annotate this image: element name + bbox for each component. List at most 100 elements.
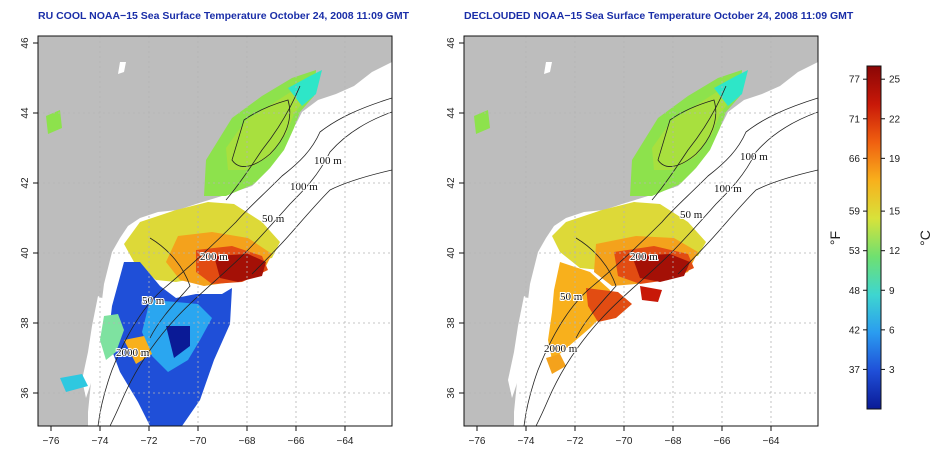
contour-50m: [225, 85, 301, 201]
fahrenheit-tick-label: 42: [849, 325, 861, 336]
label-50m: 50 m: [262, 213, 285, 225]
right-map-title: DECLOUDED NOAA−15 Sea Surface Temperatur…: [464, 10, 854, 22]
contour-2000m: [535, 111, 818, 426]
contour-shelf: [575, 237, 617, 339]
y-tick-label: 40: [446, 247, 457, 259]
fahrenheit-tick-label: 77: [849, 75, 861, 86]
label-50m-b: 50 m: [560, 291, 583, 303]
sst-cool-patch: [714, 70, 748, 106]
fahrenheit-tick-label: 37: [849, 365, 861, 376]
graticule: [38, 36, 392, 426]
colorbar: 77 71 66 59 53 48 42 37 25 22 19 15 12 9 6 3 °F °C: [827, 65, 933, 410]
fahrenheit-tick-label: 71: [849, 114, 861, 125]
sst-lake-patch: [474, 110, 490, 134]
x-tick-label: −70: [616, 436, 633, 447]
contour-shelf: [149, 237, 191, 339]
contour-deep: [251, 169, 392, 275]
label-100m-a: 100 m: [740, 151, 768, 163]
sst-hot-spot: [640, 286, 662, 302]
sst-cloud-cold: [166, 326, 190, 358]
x-tick-label: −64: [763, 436, 780, 447]
x-tick-label: −72: [141, 436, 158, 447]
sst-field: [46, 70, 322, 426]
sst-gulf-stream-core: [632, 254, 690, 282]
celsius-tick-label: 3: [889, 365, 895, 376]
celsius-ticks: 25 22 19 15 12 9 6 3: [881, 75, 901, 376]
y-tick-label: 46: [446, 37, 457, 49]
lake: [544, 62, 552, 74]
sst-warm-eddy: [586, 288, 632, 322]
right-y-tick-labels: 36 38 40 42 44 46: [446, 37, 457, 399]
fahrenheit-tick-label: 48: [849, 286, 861, 297]
land-mass: [464, 36, 818, 426]
x-tick-label: −72: [567, 436, 584, 447]
celsius-tick-label: 19: [889, 154, 901, 165]
sst-southern-shelf: [548, 262, 610, 360]
graticule: [464, 36, 818, 426]
contour-200m: [523, 97, 818, 426]
contour-2000m: [109, 111, 392, 426]
celsius-tick-label: 22: [889, 114, 901, 125]
sst-coastal-patch: [60, 374, 88, 392]
left-axis-ticks: [33, 42, 346, 431]
celsius-tick-label: 25: [889, 75, 901, 86]
contour-50m: [651, 85, 727, 201]
fahrenheit-tick-label: 59: [849, 207, 861, 218]
y-tick-label: 38: [20, 317, 31, 329]
label-100m-b: 100 m: [290, 181, 318, 193]
colorbar-scale: [866, 65, 882, 410]
sst-gulf-stream-core: [214, 254, 266, 282]
celsius-tick-label: 6: [889, 325, 895, 336]
bathymetry-contours: [97, 85, 392, 426]
fahrenheit-tick-label: 66: [849, 154, 861, 165]
sst-georges-region: [652, 86, 732, 170]
x-tick-label: −76: [43, 436, 60, 447]
left-map-title: RU COOL NOAA−15 Sea Surface Temperature …: [38, 10, 410, 22]
left-x-tick-labels: −76 −74 −72 −70 −68 −66 −64: [43, 436, 354, 447]
sst-nearshore: [546, 354, 566, 374]
land-mass: [38, 36, 392, 426]
x-tick-label: −66: [714, 436, 731, 447]
contour-georges: [231, 99, 291, 167]
celsius-tick-label: 12: [889, 246, 901, 257]
y-tick-label: 46: [20, 37, 31, 49]
y-tick-label: 42: [20, 177, 31, 189]
x-tick-label: −74: [518, 436, 535, 447]
bathymetry-contours: [523, 85, 818, 426]
label-50m: 50 m: [680, 209, 703, 221]
label-100m-b: 100 m: [714, 183, 742, 195]
y-tick-label: 38: [446, 317, 457, 329]
celsius-unit-label: °C: [917, 230, 933, 246]
right-axis-ticks: [459, 42, 772, 431]
label-100m-a: 100 m: [314, 155, 342, 167]
label-2000m: 2000 m: [116, 347, 150, 359]
y-tick-label: 44: [446, 107, 457, 119]
fahrenheit-unit-label: °F: [827, 231, 843, 245]
x-tick-label: −68: [665, 436, 682, 447]
left-map-frame: [37, 35, 393, 427]
sst-georges-region: [226, 86, 306, 170]
x-tick-label: −68: [239, 436, 256, 447]
right-map-panel: 100 m 100 m 50 m 200 m 50 m 2000 m: [446, 35, 819, 447]
x-tick-label: −64: [337, 436, 354, 447]
label-50m-b: 50 m: [142, 295, 165, 307]
y-tick-label: 44: [20, 107, 31, 119]
y-tick-label: 42: [446, 177, 457, 189]
sst-cool-patch: [288, 70, 322, 106]
right-map-frame: [463, 35, 819, 427]
fahrenheit-ticks: 77 71 66 59 53 48 42 37: [849, 75, 867, 376]
fahrenheit-tick-label: 53: [849, 246, 861, 257]
contour-georges: [657, 99, 717, 167]
x-tick-label: −70: [190, 436, 207, 447]
sst-nearshore: [100, 314, 124, 360]
x-tick-label: −66: [288, 436, 305, 447]
left-map-panel: 100 m 100 m 50 m 200 m 50 m 2000 m: [20, 35, 393, 447]
y-tick-label: 36: [446, 387, 457, 399]
sst-lake-patch: [46, 110, 62, 134]
right-x-tick-labels: −76 −74 −72 −70 −68 −66 −64: [469, 436, 780, 447]
label-200m: 200 m: [200, 251, 228, 263]
label-2000m: 2000 m: [544, 343, 578, 355]
sst-field: [474, 70, 748, 374]
label-200m: 200 m: [630, 251, 658, 263]
